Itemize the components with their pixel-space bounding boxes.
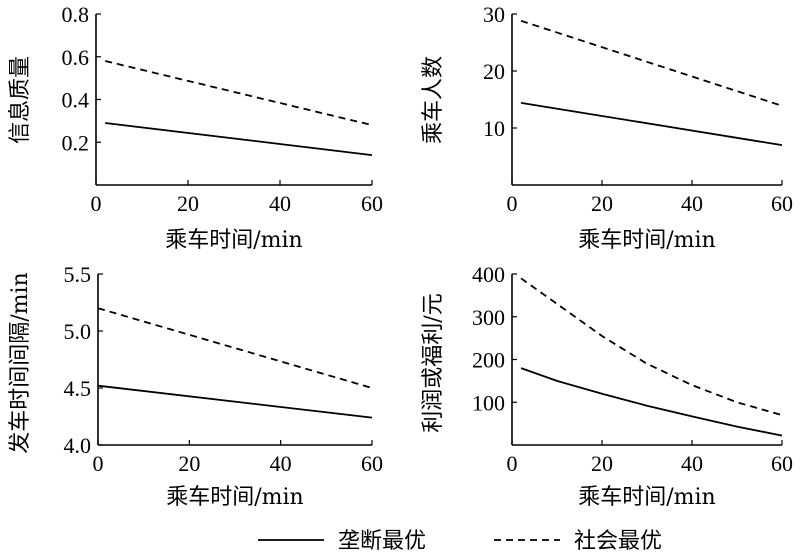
x-tick-label: 0 [507, 451, 518, 476]
x-tick-label: 20 [591, 451, 613, 476]
x-tick-label: 60 [361, 451, 383, 476]
y-tick-label: 30 [483, 2, 505, 27]
series-line-monopoly-optimum [520, 367, 783, 437]
x-tick-label: 40 [270, 451, 292, 476]
y-tick-label: 0.2 [62, 130, 90, 155]
y-tick-label: 5.0 [64, 319, 92, 344]
y-tick-label: 300 [472, 305, 505, 330]
legend: 垄断最优 社会最优 [258, 529, 662, 554]
y-axis-label: 发车时间间隔/min [8, 272, 33, 453]
series-line-social-optimum [97, 307, 373, 389]
x-tick-label: 20 [591, 191, 613, 216]
x-tick-label: 60 [361, 191, 383, 216]
y-tick-label: 0.6 [62, 45, 90, 70]
x-tick-label: 0 [507, 191, 518, 216]
series-line-social-optimum [520, 19, 783, 107]
chart-panel-2: 0 20 40 60 10 20 30 乘车时间/min 乘车人数 [421, 2, 793, 253]
y-tick-label: 0.8 [62, 2, 90, 27]
series-line-monopoly-optimum [520, 102, 783, 146]
series-line-monopoly-optimum [105, 122, 373, 156]
x-tick-label: 0 [93, 451, 104, 476]
y-tick-label: 4.0 [64, 433, 92, 458]
y-tick-label: 4.5 [64, 376, 92, 401]
x-axis-label: 乘车时间/min [578, 228, 715, 253]
x-axis-label: 乘车时间/min [166, 485, 303, 510]
chart-panel-3: 0 20 40 60 4.0 4.5 5.0 5.5 乘车时间/min 发车时间间隔/min [8, 262, 383, 510]
y-axis-label: 利润或福利/元 [421, 293, 446, 432]
series-line-social-optimum [104, 60, 373, 126]
x-tick-label: 60 [771, 451, 793, 476]
x-tick-label: 60 [771, 191, 793, 216]
chart-panel-1: 0 20 40 60 0.2 0.4 0.6 0.8 乘车时间/min 信息质量 [8, 2, 383, 253]
x-axis-label: 乘车时间/min [578, 485, 715, 510]
y-tick-label: 100 [472, 390, 505, 415]
series-line-monopoly-optimum [97, 384, 373, 419]
series-line-social-optimum [520, 277, 783, 416]
y-tick-label: 400 [472, 262, 505, 287]
x-tick-label: 20 [177, 191, 199, 216]
legend-label: 垄断最优 [338, 529, 426, 554]
y-tick-label: 10 [483, 116, 505, 141]
y-tick-label: 20 [483, 59, 505, 84]
x-tick-label: 40 [681, 451, 703, 476]
x-tick-label: 40 [269, 191, 291, 216]
y-tick-label: 200 [472, 348, 505, 373]
y-axis-label: 信息质量 [8, 56, 33, 144]
y-axis-label: 乘车人数 [421, 56, 446, 144]
x-tick-label: 40 [681, 191, 703, 216]
x-tick-label: 20 [178, 451, 200, 476]
y-tick-label: 0.4 [62, 88, 90, 113]
x-axis-label: 乘车时间/min [165, 228, 302, 253]
x-tick-label: 0 [91, 191, 102, 216]
chart-panel-4: 0 20 40 60 100 200 300 400 乘车时间/min 利润或福利/元 [421, 262, 793, 510]
legend-label: 社会最优 [574, 529, 662, 554]
y-tick-label: 5.5 [64, 262, 92, 287]
